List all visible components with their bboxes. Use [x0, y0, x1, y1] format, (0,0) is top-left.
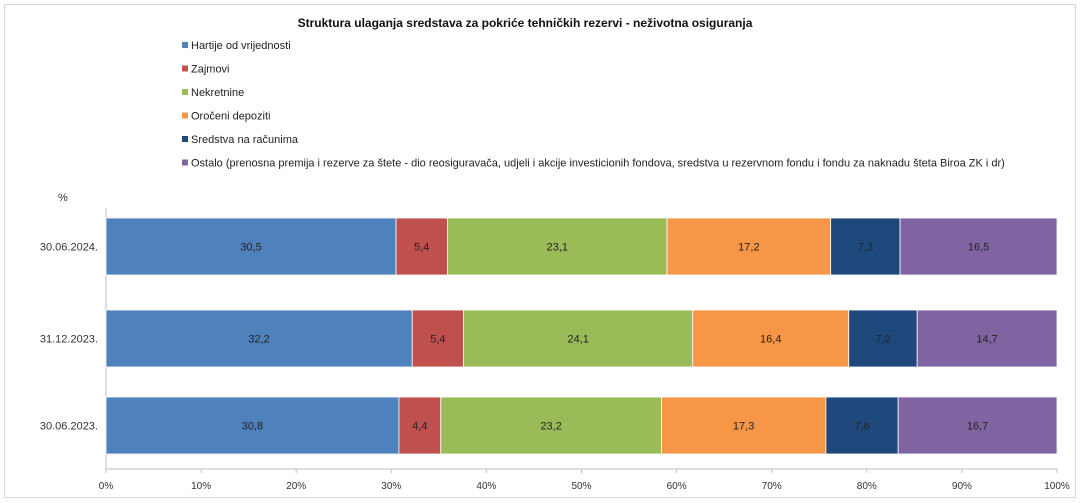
category-label-2: 30.06.2023. [40, 421, 98, 433]
data-label-2-0: 30,8 [242, 421, 263, 433]
bar-segment-0-5 [899, 217, 1058, 276]
data-label-1-1: 5,4 [430, 334, 445, 346]
bar-segment-2-0 [105, 396, 400, 455]
legend-swatch-3 [182, 112, 188, 119]
bar-segment-1-1 [411, 309, 464, 368]
x-tick-label-4: 40% [476, 481, 496, 492]
x-tick-labels: 0% 10% 20% 30% 40% 50% 60% 70% 80% 90% 100% [99, 469, 1070, 492]
data-label-2-3: 17,3 [733, 421, 754, 433]
bar-segment-2-2 [440, 396, 662, 455]
data-label-0-1: 5,4 [414, 242, 429, 254]
bar-segment-2-1 [398, 396, 442, 455]
bar-segment-1-2 [463, 309, 694, 368]
data-label-1-3: 16,4 [760, 334, 781, 346]
data-label-1-4: 7,2 [875, 334, 890, 346]
bar-segment-2-4 [825, 396, 899, 455]
legend-item-1: Zajmovi [191, 64, 230, 76]
data-label-0-2: 23,1 [547, 242, 568, 254]
data-label-0-4: 7,3 [858, 242, 873, 254]
legend: Hartije od vrijednosti Zajmovi Nekretnine O… [182, 40, 1005, 170]
data-label-2-5: 16,7 [967, 421, 988, 433]
legend-swatch-5 [182, 159, 188, 166]
bar-segment-0-2 [447, 217, 668, 276]
x-tick-label-5: 50% [571, 481, 591, 492]
data-label-0-5: 16,5 [968, 242, 989, 254]
x-tick-label-6: 60% [667, 481, 687, 492]
data-label-1-5: 14,7 [976, 334, 997, 346]
chart-frame: Struktura ulaganja sredstava za pokriće … [4, 4, 1076, 498]
bars: 30,5 5,4 23,1 17,2 7,3 16,5 32,2 5,4 24,1 16,4 7,2… [105, 217, 1058, 455]
legend-swatch-0 [182, 42, 188, 48]
bar-segment-1-5 [916, 309, 1058, 368]
legend-swatch-2 [182, 89, 188, 95]
chart-title: Struktura ulaganja sredstava za pokriće … [298, 16, 753, 30]
category-label-0: 30.06.2024. [40, 242, 98, 254]
x-tick-label-0: 0% [99, 481, 114, 492]
x-tick-label-8: 80% [857, 481, 877, 492]
bar-group-1: 32,2 5,4 24,1 16,4 7,2 14,7 [105, 309, 1058, 368]
legend-item-5: Ostalo (prenosna premija i rezerve za št… [191, 158, 1005, 170]
legend-item-3: Oročeni depoziti [191, 111, 271, 123]
legend-item-4: Sredstva na računima [191, 134, 299, 146]
legend-swatch-4 [182, 136, 188, 142]
data-label-0-3: 17,2 [738, 242, 759, 254]
unit-label: % [58, 192, 68, 204]
category-label-1: 31.12.2023. [40, 334, 98, 346]
x-tick-label-2: 20% [286, 481, 306, 492]
bar-segment-1-4 [848, 309, 918, 368]
legend-swatch-1 [182, 65, 188, 72]
data-label-2-4: 7,6 [854, 421, 869, 433]
bar-segment-1-3 [692, 309, 850, 368]
data-label-0-0: 30,5 [240, 242, 261, 254]
bar-group-2: 30,8 4,4 23,2 17,3 7,6 16,7 [105, 396, 1058, 455]
x-tick-label-10: 100% [1044, 481, 1070, 492]
x-tick-label-9: 90% [952, 481, 972, 492]
category-labels: 30.06.2024. 31.12.2023. 30.06.2023. [40, 242, 98, 433]
bar-segment-0-1 [395, 217, 448, 276]
data-label-2-2: 23,2 [540, 421, 561, 433]
bar-segment-0-0 [105, 217, 397, 276]
data-label-1-2: 24,1 [567, 334, 588, 346]
x-tick-label-7: 70% [762, 481, 782, 492]
bar-segment-2-5 [897, 396, 1058, 455]
x-tick-label-1: 10% [191, 481, 211, 492]
stacked-bar-chart: Struktura ulaganja sredstava za pokriće … [40, 16, 1070, 492]
legend-item-0: Hartije od vrijednosti [191, 40, 291, 52]
x-tick-label-3: 30% [381, 481, 401, 492]
data-label-1-0: 32,2 [248, 334, 269, 346]
bar-segment-1-0 [105, 309, 413, 368]
legend-item-2: Nekretnine [191, 87, 244, 99]
bar-segment-2-3 [660, 396, 827, 455]
bar-segment-0-3 [666, 217, 832, 276]
data-label-2-1: 4,4 [412, 421, 427, 433]
bar-group-0: 30,5 5,4 23,1 17,2 7,3 16,5 [105, 217, 1058, 276]
